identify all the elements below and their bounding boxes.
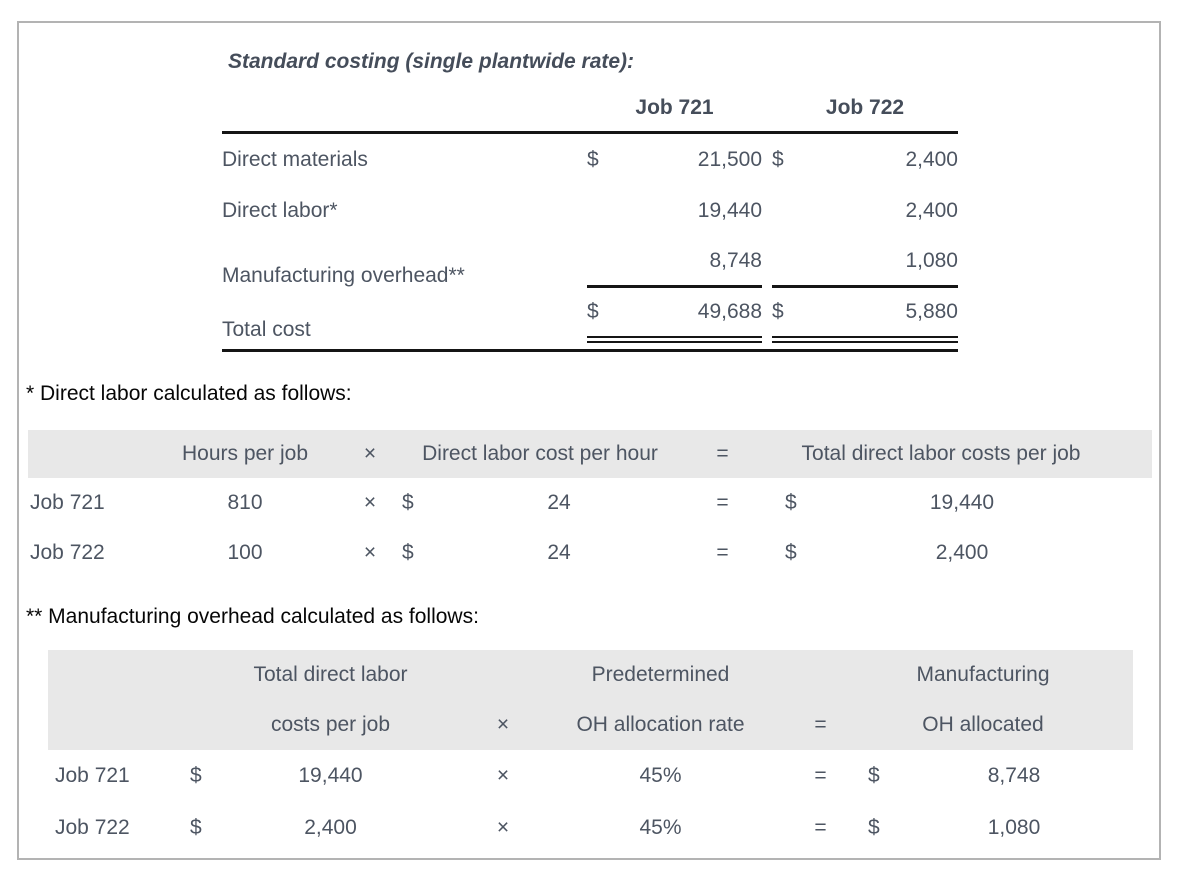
rate-value: 24 <box>547 541 571 564</box>
currency-symbol: $ <box>785 491 797 514</box>
currency-symbol: $ <box>587 148 599 171</box>
equals-sign: = <box>716 541 729 564</box>
currency-symbol: $ <box>772 148 784 171</box>
currency-symbol: $ <box>190 764 202 787</box>
table-row: Direct labor* 19,440 2,400 <box>222 186 958 236</box>
labor-cost-value: 19,440 <box>298 764 363 787</box>
total-value: 2,400 <box>935 541 989 564</box>
allocation-rate-header: Predetermined OH allocation rate <box>576 663 745 736</box>
hours-value: 100 <box>227 541 263 564</box>
multiply-sign: × <box>363 442 377 465</box>
job-722-amount: $ 2,400 <box>772 134 958 186</box>
row-label: Total cost <box>222 317 311 341</box>
job-721-total: $ 49,688 <box>587 288 762 343</box>
table-row: Job 721 $ 19,440 × 45% = $ 8,748 <box>48 750 1133 802</box>
table-row: Job 722 $ 2,400 × 45% = $ 1,080 <box>48 802 1133 854</box>
oh-allocated-value: 1,080 <box>987 816 1041 839</box>
equals-sign: = <box>814 764 827 787</box>
currency-symbol: $ <box>402 541 414 564</box>
equals-sign: = <box>814 713 827 736</box>
overhead-header-row: Total direct labor costs per job × Prede… <box>48 650 1133 750</box>
table-bottom-rule <box>222 349 958 352</box>
multiply-sign: × <box>496 713 510 736</box>
direct-labor-table: Hours per job × Direct labor cost per ho… <box>28 430 1152 578</box>
amount-value: 1,080 <box>905 248 958 272</box>
currency-symbol: $ <box>587 300 599 323</box>
currency-symbol: $ <box>785 541 797 564</box>
amount-value: 8,748 <box>709 248 762 272</box>
total-row: Total cost $ 49,688 $ 5,880 <box>222 288 958 343</box>
equals-sign: = <box>716 491 729 514</box>
overhead-table: Total direct labor costs per job × Prede… <box>48 650 1133 854</box>
job-721-amount: 19,440 <box>587 186 762 236</box>
oh-allocated-value: 8,748 <box>987 764 1041 787</box>
currency-symbol: $ <box>772 300 784 323</box>
multiply-sign: × <box>363 541 377 564</box>
equals-sign: = <box>716 442 729 465</box>
job-label: Job 721 <box>30 491 105 514</box>
currency-symbol: $ <box>868 816 880 839</box>
amount-value: 49,688 <box>697 300 762 323</box>
total-value: 19,440 <box>929 491 995 514</box>
job-label: Job 722 <box>30 541 105 564</box>
row-label: Direct materials <box>222 148 368 171</box>
job-label: Job 722 <box>55 816 130 839</box>
labor-cost-header: Total direct labor costs per job <box>253 663 408 736</box>
allocation-rate-value: 45% <box>639 816 682 839</box>
table-header-row: Job 721 Job 722 <box>222 85 958 131</box>
rate-header: Direct labor cost per hour <box>422 442 658 465</box>
job-721-amount: 8,748 <box>587 236 762 288</box>
multiply-sign: × <box>496 816 510 839</box>
direct-labor-footnote-heading: * Direct labor calculated as follows: <box>26 382 352 405</box>
amount-value: 5,880 <box>905 300 958 323</box>
hours-header: Hours per job <box>181 442 309 465</box>
amount-value: 2,400 <box>905 199 958 222</box>
amount-value: 19,440 <box>697 199 762 222</box>
job-label: Job 721 <box>55 764 130 787</box>
job-722-column-header: Job 722 <box>825 96 905 119</box>
currency-symbol: $ <box>868 764 880 787</box>
table-row: Direct materials $ 21,500 $ 2,400 <box>222 134 958 186</box>
job-722-total: $ 5,880 <box>772 288 958 343</box>
hours-value: 810 <box>227 491 263 514</box>
multiply-sign: × <box>363 491 377 514</box>
job-722-amount: 2,400 <box>772 186 958 236</box>
overhead-footnote-heading: ** Manufacturing overhead calculated as … <box>26 605 479 628</box>
currency-symbol: $ <box>190 816 202 839</box>
equals-sign: = <box>814 816 827 839</box>
amount-value: 2,400 <box>905 148 958 171</box>
labor-cost-value: 2,400 <box>304 816 357 839</box>
rate-value: 24 <box>547 491 571 514</box>
multiply-sign: × <box>496 764 510 787</box>
total-header: Total direct labor costs per job <box>801 442 1081 465</box>
direct-labor-header-row: Hours per job × Direct labor cost per ho… <box>28 430 1152 478</box>
allocation-rate-value: 45% <box>639 764 682 787</box>
job-721-column-header: Job 721 <box>635 96 714 119</box>
table-row: Job 721 810 × $ 24 = $ 19,440 <box>28 478 1152 528</box>
job-722-amount: 1,080 <box>772 236 958 288</box>
table-row: Job 722 100 × $ 24 = $ 2,400 <box>28 528 1152 578</box>
header-rule <box>222 131 958 134</box>
row-label: Direct labor* <box>222 199 338 222</box>
table-row: Manufacturing overhead** 8,748 1,080 <box>222 236 958 288</box>
oh-allocated-header: Manufacturing OH allocated <box>916 663 1050 736</box>
job-721-amount: $ 21,500 <box>587 134 762 186</box>
currency-symbol: $ <box>402 491 414 514</box>
standard-costing-table: Job 721 Job 722 Direct materials $ 21,50… <box>222 85 958 352</box>
amount-value: 21,500 <box>697 148 762 171</box>
row-label: Manufacturing overhead** <box>222 264 465 287</box>
section-title: Standard costing (single plantwide rate)… <box>228 50 635 73</box>
